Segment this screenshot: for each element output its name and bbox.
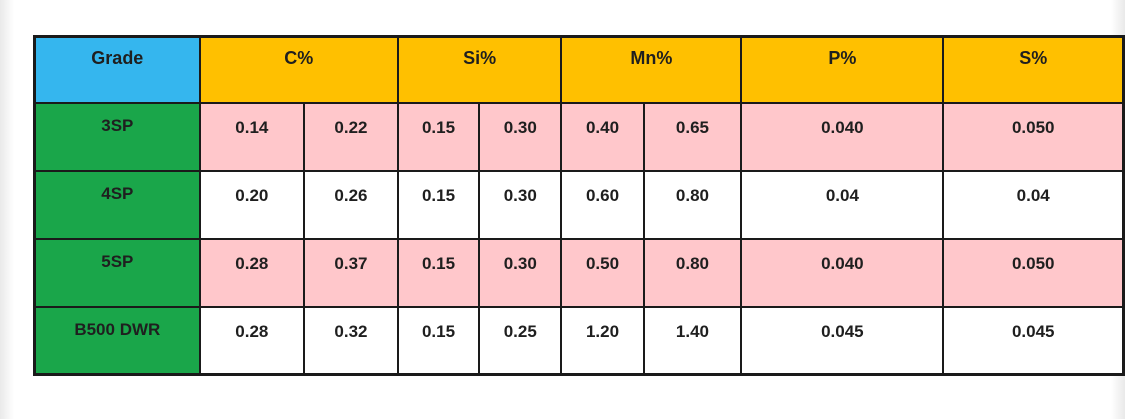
c-min-cell: 0.20 <box>198 169 306 240</box>
c-max-cell: 0.32 <box>303 305 399 376</box>
table-row: 4SP 0.20 0.26 0.15 0.30 0.60 0.80 0.04 0… <box>33 169 1125 240</box>
left-edge-shadow <box>0 0 14 419</box>
s-cell: 0.04 <box>942 169 1125 240</box>
c-min-cell: 0.14 <box>198 101 306 172</box>
header-manganese: Mn% <box>560 35 743 104</box>
header-phosphorus: P% <box>740 35 945 104</box>
grade-cell: 5SP <box>33 237 201 308</box>
header-row: Grade C% Si% Mn% P% S% <box>33 35 1125 104</box>
s-cell: 0.045 <box>942 305 1125 376</box>
header-carbon: C% <box>198 35 399 104</box>
grade-cell: 3SP <box>33 101 201 172</box>
si-min-cell: 0.15 <box>396 169 481 240</box>
mn-max-cell: 0.65 <box>642 101 743 172</box>
si-min-cell: 0.15 <box>396 101 481 172</box>
header-sulfur: S% <box>942 35 1125 104</box>
c-max-cell: 0.26 <box>303 169 399 240</box>
p-cell: 0.045 <box>740 305 945 376</box>
p-cell: 0.04 <box>740 169 945 240</box>
grade-cell: 4SP <box>33 169 201 240</box>
si-max-cell: 0.30 <box>478 169 563 240</box>
table-row: B500 DWR 0.28 0.32 0.15 0.25 1.20 1.40 0… <box>33 305 1125 376</box>
s-cell: 0.050 <box>942 237 1125 308</box>
p-cell: 0.040 <box>740 101 945 172</box>
si-max-cell: 0.30 <box>478 101 563 172</box>
s-cell: 0.050 <box>942 101 1125 172</box>
si-max-cell: 0.30 <box>478 237 563 308</box>
mn-max-cell: 0.80 <box>642 169 743 240</box>
mn-min-cell: 0.40 <box>560 101 645 172</box>
mn-min-cell: 1.20 <box>560 305 645 376</box>
si-max-cell: 0.25 <box>478 305 563 376</box>
si-min-cell: 0.15 <box>396 305 481 376</box>
c-min-cell: 0.28 <box>198 237 306 308</box>
table-row: 3SP 0.14 0.22 0.15 0.30 0.40 0.65 0.040 … <box>33 101 1125 172</box>
c-min-cell: 0.28 <box>198 305 306 376</box>
c-max-cell: 0.22 <box>303 101 399 172</box>
table-row: 5SP 0.28 0.37 0.15 0.30 0.50 0.80 0.040 … <box>33 237 1125 308</box>
mn-max-cell: 1.40 <box>642 305 743 376</box>
p-cell: 0.040 <box>740 237 945 308</box>
header-silicon: Si% <box>396 35 563 104</box>
header-grade: Grade <box>33 35 201 104</box>
mn-min-cell: 0.50 <box>560 237 645 308</box>
mn-max-cell: 0.80 <box>642 237 743 308</box>
c-max-cell: 0.37 <box>303 237 399 308</box>
mn-min-cell: 0.60 <box>560 169 645 240</box>
grade-cell: B500 DWR <box>33 305 201 376</box>
chemical-composition-table: Grade C% Si% Mn% P% S% 3SP 0.14 0.22 0.1… <box>33 35 1125 376</box>
si-min-cell: 0.15 <box>396 237 481 308</box>
